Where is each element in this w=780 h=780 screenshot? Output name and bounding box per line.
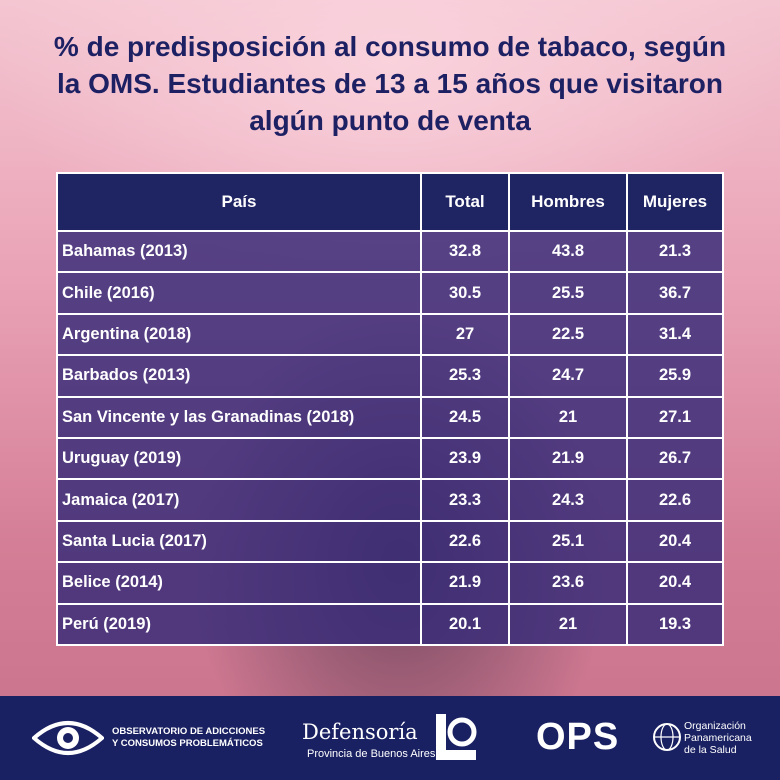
country-cell: Jamaica (2017) xyxy=(56,478,422,522)
country-cell: Perú (2019) xyxy=(56,602,422,646)
table-row: Chile (2016) 30.5 25.5 36.7 xyxy=(56,271,724,315)
country-cell: Belice (2014) xyxy=(56,561,422,605)
defensoria-name: Defensoría xyxy=(302,720,418,744)
ops-logo: OPS Organización Panamericana de la Salu… xyxy=(536,710,766,766)
table-row: Jamaica (2017) 23.3 24.3 22.6 xyxy=(56,478,724,522)
total-cell: 22.6 xyxy=(420,519,510,564)
ops-name-line-2: Panamericana xyxy=(684,732,752,744)
mujeres-cell: 31.4 xyxy=(626,312,724,357)
column-header-mujeres: Mujeres xyxy=(626,172,724,232)
mujeres-cell: 27.1 xyxy=(626,395,724,439)
country-cell: Bahamas (2013) xyxy=(56,229,422,274)
table-body: Bahamas (2013) 32.8 43.8 21.3 Chile (2016) 30… xyxy=(56,229,724,646)
mujeres-cell: 22.6 xyxy=(626,478,724,522)
country-cell: San Vincente y las Granadinas (2018) xyxy=(56,395,422,439)
hombres-cell: 21 xyxy=(508,602,628,646)
country-cell: Barbados (2013) xyxy=(56,354,422,398)
column-header-pais: País xyxy=(56,172,422,232)
total-cell: 30.5 xyxy=(420,271,510,315)
hombres-cell: 24.3 xyxy=(508,478,628,522)
table-row: Uruguay (2019) 23.9 21.9 26.7 xyxy=(56,436,724,481)
defensoria-subtitle: Provincia de Buenos Aires xyxy=(307,748,436,760)
total-cell: 20.1 xyxy=(420,602,510,646)
column-header-total: Total xyxy=(420,172,510,232)
total-cell: 21.9 xyxy=(420,561,510,605)
country-cell: Chile (2016) xyxy=(56,271,422,315)
chart-title: % de predisposición al consumo de tabaco… xyxy=(53,31,727,136)
table-row: San Vincente y las Granadinas (2018) 24.5… xyxy=(56,395,724,439)
data-table: País Total Hombres Mujeres Bahamas (2013… xyxy=(56,172,724,646)
ops-name-line-3: de la Salud xyxy=(684,744,737,756)
hombres-cell: 22.5 xyxy=(508,312,628,357)
total-cell: 32.8 xyxy=(420,229,510,274)
country-cell: Santa Lucia (2017) xyxy=(56,519,422,564)
hombres-cell: 23.6 xyxy=(508,561,628,605)
column-header-hombres: Hombres xyxy=(508,172,628,232)
hombres-cell: 25.1 xyxy=(508,519,628,564)
mujeres-cell: 20.4 xyxy=(626,561,724,605)
observatorio-logo: OBSERVATORIO DE ADICCIONES Y CONSUMOS PR… xyxy=(32,714,272,762)
hombres-cell: 43.8 xyxy=(508,229,628,274)
eye-logo-icon xyxy=(32,721,104,755)
defensoria-logo: Defensoría Provincia de Buenos Aires xyxy=(302,706,482,770)
mujeres-cell: 25.9 xyxy=(626,354,724,398)
ops-acronym: OPS xyxy=(536,716,620,758)
mujeres-cell: 26.7 xyxy=(626,436,724,481)
hombres-cell: 24.7 xyxy=(508,354,628,398)
table-row: Barbados (2013) 25.3 24.7 25.9 xyxy=(56,354,724,398)
table-row: Belice (2014) 21.9 23.6 20.4 xyxy=(56,561,724,605)
table-header-row: País Total Hombres Mujeres xyxy=(56,172,724,232)
total-cell: 23.3 xyxy=(420,478,510,522)
mujeres-cell: 19.3 xyxy=(626,602,724,646)
total-cell: 25.3 xyxy=(420,354,510,398)
hombres-cell: 21 xyxy=(508,395,628,439)
footer-bar: OBSERVATORIO DE ADICCIONES Y CONSUMOS PR… xyxy=(0,696,780,780)
hombres-cell: 25.5 xyxy=(508,271,628,315)
defensoria-mark-icon xyxy=(436,714,477,760)
country-cell: Uruguay (2019) xyxy=(56,436,422,481)
mujeres-cell: 20.4 xyxy=(626,519,724,564)
table-row: Perú (2019) 20.1 21 19.3 xyxy=(56,602,724,646)
country-cell: Argentina (2018) xyxy=(56,312,422,357)
table-row: Argentina (2018) 27 22.5 31.4 xyxy=(56,312,724,357)
mujeres-cell: 21.3 xyxy=(626,229,724,274)
observatorio-line-2: Y CONSUMOS PROBLEMÁTICOS xyxy=(112,738,263,749)
ops-name-line-1: Organización xyxy=(684,720,746,732)
table-row: Santa Lucia (2017) 22.6 25.1 20.4 xyxy=(56,519,724,564)
observatorio-line-1: OBSERVATORIO DE ADICCIONES xyxy=(112,726,266,737)
globe-emblem-icon xyxy=(653,723,681,751)
total-cell: 24.5 xyxy=(420,395,510,439)
total-cell: 23.9 xyxy=(420,436,510,481)
hombres-cell: 21.9 xyxy=(508,436,628,481)
table-row: Bahamas (2013) 32.8 43.8 21.3 xyxy=(56,229,724,274)
total-cell: 27 xyxy=(420,312,510,357)
mujeres-cell: 36.7 xyxy=(626,271,724,315)
